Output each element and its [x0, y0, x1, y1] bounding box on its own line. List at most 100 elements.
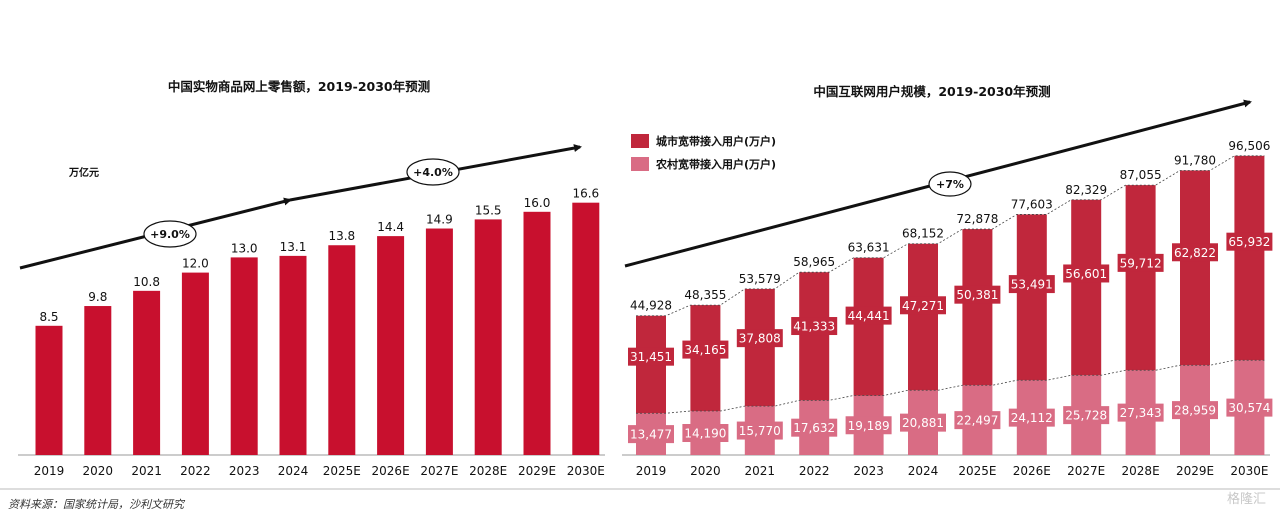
rural-value-box [682, 424, 729, 443]
urban-value-box [682, 340, 729, 359]
total-value-label: 48,355 [684, 288, 726, 302]
left-bar-value-label: 9.8 [88, 290, 107, 304]
urban-value-label: 34,165 [684, 343, 726, 357]
left-growth-label-1: +9.0% [150, 228, 190, 241]
left-bar-value-label: 12.0 [182, 257, 209, 271]
source-note: 资料来源：国家统计局，沙利文研究 [8, 498, 184, 511]
urban-value-label: 65,932 [1228, 235, 1270, 249]
left-x-tick-label: 2021 [131, 464, 162, 478]
left-x-tick-label: 2029E [518, 464, 556, 478]
total-value-label: 96,506 [1228, 139, 1270, 153]
rural-value-label: 14,190 [684, 427, 726, 441]
left-bar [572, 202, 600, 455]
left-x-tick-label: 2023 [229, 464, 260, 478]
left-bar [279, 255, 307, 455]
left-bar-value-label: 16.0 [524, 196, 551, 210]
rural-value-box [1117, 403, 1164, 422]
left-x-tick-label: 2028E [469, 464, 507, 478]
right-x-tick-label: 2029E [1176, 464, 1214, 478]
urban-value-box [1172, 243, 1218, 262]
urban-bar-segment [1234, 155, 1265, 361]
urban-value-box [1226, 232, 1273, 251]
urban-bar-segment [744, 288, 775, 407]
total-value-label: 58,965 [793, 255, 835, 269]
rural-value-label: 25,728 [1065, 409, 1107, 423]
watermark: 格隆汇 [1226, 492, 1266, 507]
rural-value-label: 20,881 [902, 416, 944, 430]
right-x-tick-label: 2028E [1122, 464, 1160, 478]
left-bar-value-label: 8.5 [39, 310, 58, 324]
rural-value-box [736, 421, 783, 440]
rural-value-box [900, 413, 946, 432]
urban-value-box [791, 317, 838, 336]
left-bar-value-label: 15.5 [475, 203, 502, 217]
rural-value-box [845, 416, 892, 435]
left-x-tick-label: 2022 [180, 464, 211, 478]
legend-swatch-rural [631, 157, 649, 171]
urban-bar-segment [1180, 170, 1210, 366]
left-growth-oval-1 [143, 220, 197, 248]
right-x-tick-label: 2020 [690, 464, 721, 478]
legend-label-urban: 城市宽带接入用户(万户) [656, 134, 776, 148]
right-x-tick-label: 2023 [853, 464, 884, 478]
left-bar [425, 228, 453, 455]
urban-value-label: 37,808 [739, 332, 781, 346]
urban-value-box [736, 329, 783, 348]
left-bar [474, 219, 502, 455]
rural-value-box [628, 425, 674, 444]
urban-bar-segment [799, 272, 830, 401]
rural-value-box [1226, 398, 1273, 417]
rural-value-label: 15,770 [739, 424, 781, 438]
urban-value-box [845, 306, 892, 325]
left-bar [84, 306, 112, 455]
left-bar [328, 245, 356, 455]
left-x-tick-label: 2019 [34, 464, 65, 478]
left-x-tick-label: 2020 [83, 464, 114, 478]
legend-label-rural: 农村宽带接入用户(万户) [655, 157, 776, 171]
rural-value-label: 30,574 [1228, 401, 1270, 415]
rural-value-label: 17,632 [793, 421, 835, 435]
urban-value-box [628, 347, 674, 366]
urban-value-box [954, 285, 1001, 304]
right-x-tick-label: 2024 [908, 464, 939, 478]
left-bar [133, 290, 161, 455]
left-bar-value-label: 13.1 [280, 240, 307, 254]
total-connector-line [636, 155, 1265, 317]
urban-value-box [1117, 253, 1164, 272]
total-value-label: 53,579 [739, 272, 781, 286]
urban-value-label: 31,451 [630, 350, 672, 364]
rural-value-box [1008, 408, 1055, 427]
left-bar [523, 211, 551, 455]
urban-value-label: 50,381 [956, 288, 998, 302]
right-growth-oval [928, 171, 972, 197]
total-value-label: 87,055 [1120, 168, 1162, 182]
total-value-label: 68,152 [902, 227, 944, 241]
left-bar [230, 257, 258, 455]
right-growth-label: +7% [936, 178, 964, 191]
left-bar-value-label: 14.9 [426, 213, 453, 227]
right-x-tick-label: 2019 [636, 464, 667, 478]
left-x-tick-label: 2030E [567, 464, 605, 478]
urban-value-label: 41,333 [793, 320, 835, 334]
left-bar-value-label: 14.4 [377, 220, 404, 234]
right-chart-title: 中国互联网用户规模，2019-2030年预测 [813, 84, 1050, 99]
left-bar-value-label: 16.6 [572, 187, 599, 201]
urban-value-label: 47,271 [902, 299, 944, 313]
right-x-tick-label: 2030E [1230, 464, 1268, 478]
urban-value-box [900, 296, 946, 315]
urban-value-box [1063, 264, 1110, 283]
left-bar-value-label: 13.0 [231, 241, 258, 255]
urban-bar-segment [962, 229, 993, 386]
urban-value-label: 59,712 [1120, 256, 1162, 270]
urban-value-label: 56,601 [1065, 267, 1107, 281]
urban-value-box [1008, 275, 1055, 294]
rural-connector-line [636, 359, 1265, 414]
total-value-label: 63,631 [848, 241, 890, 255]
rural-value-box [954, 411, 1001, 430]
left-bar [377, 236, 405, 455]
rural-value-label: 19,189 [848, 419, 890, 433]
rural-value-label: 28,959 [1174, 404, 1216, 418]
urban-bar-segment [1071, 199, 1102, 376]
